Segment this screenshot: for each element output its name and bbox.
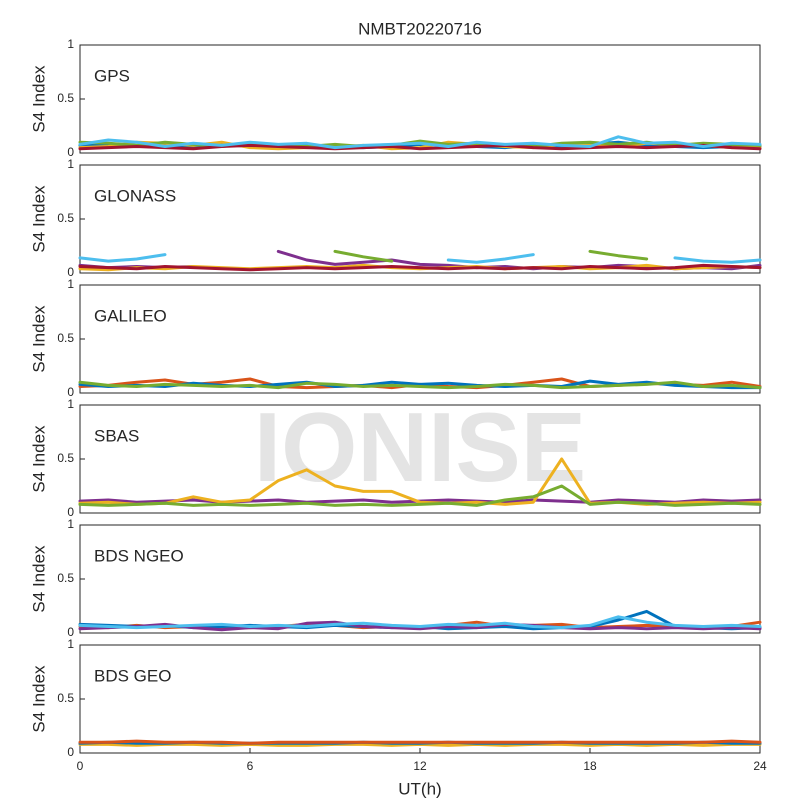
panel-label: SBAS (94, 426, 139, 445)
y-tick-label: 1 (67, 397, 74, 411)
series-line (78, 380, 762, 390)
y-tick-label: 0 (67, 145, 74, 159)
y-tick-label: 1 (67, 157, 74, 171)
panel-label: GALILEO (94, 306, 167, 325)
x-tick-label: 0 (77, 759, 84, 773)
y-axis-label: S4 Index (29, 305, 48, 373)
watermark: IONISE (254, 392, 586, 502)
axes (79, 524, 761, 634)
axes (79, 284, 761, 394)
y-tick-label: 0 (67, 745, 74, 759)
series-line (78, 379, 762, 390)
y-tick-label: 0 (67, 385, 74, 399)
chart-title: NMBT20220716 (358, 19, 482, 38)
series-line (78, 143, 762, 151)
panel-label: GLONASS (94, 186, 176, 205)
y-tick-label: 0 (67, 625, 74, 639)
y-tick-label: 0.5 (57, 451, 74, 465)
x-tick-label: 18 (583, 759, 597, 773)
y-axis-label: S4 Index (29, 545, 48, 613)
series-line (78, 484, 762, 507)
panel-label: BDS GEO (94, 666, 171, 685)
y-tick-label: 0.5 (57, 571, 74, 585)
series-line (78, 615, 762, 630)
panel-label: GPS (94, 66, 130, 85)
y-tick-label: 0.5 (57, 691, 74, 705)
axes (79, 404, 761, 514)
series-line (78, 263, 762, 272)
y-tick-label: 0.5 (57, 211, 74, 225)
y-axis-label: S4 Index (29, 185, 48, 253)
y-axis-label: S4 Index (29, 425, 48, 493)
panel-label: BDS NGEO (94, 546, 184, 565)
series-line (78, 620, 762, 632)
x-tick-label: 12 (413, 759, 427, 773)
axes (79, 44, 761, 154)
axes (79, 164, 761, 274)
y-tick-label: 0 (67, 265, 74, 279)
series-line (78, 739, 762, 745)
y-tick-label: 1 (67, 277, 74, 291)
y-axis-label: S4 Index (29, 65, 48, 133)
series-line (333, 249, 649, 263)
x-tick-label: 24 (753, 759, 767, 773)
axes (79, 644, 761, 754)
x-axis-label: UT(h) (398, 779, 441, 798)
y-tick-label: 0.5 (57, 331, 74, 345)
y-axis-label: S4 Index (29, 665, 48, 733)
y-tick-label: 1 (67, 517, 74, 531)
x-tick-label: 6 (247, 759, 254, 773)
y-tick-label: 0.5 (57, 91, 74, 105)
y-tick-label: 1 (67, 637, 74, 651)
y-tick-label: 0 (67, 505, 74, 519)
series-line (78, 253, 762, 264)
series-line (78, 135, 762, 150)
y-tick-label: 1 (67, 37, 74, 51)
